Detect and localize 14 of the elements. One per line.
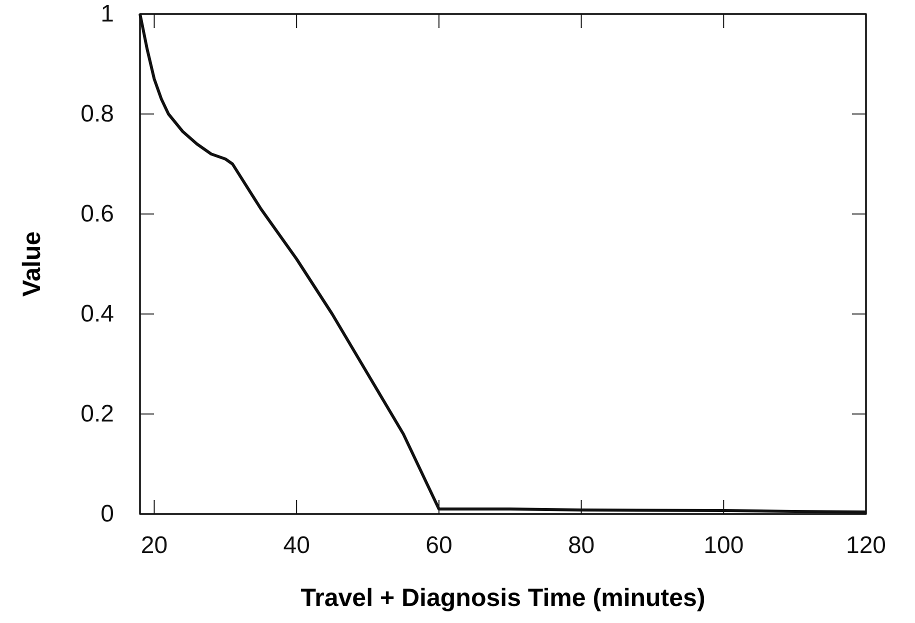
x-axis-title: Travel + Diagnosis Time (minutes) [300,584,706,612]
y-tick-label: 0 [100,500,114,528]
y-tick-label: 0.2 [80,400,114,428]
x-tick-label: 80 [568,532,595,560]
y-tick-label: 0.4 [80,300,114,328]
x-tick-label: 20 [140,532,168,560]
y-tick-label: 1 [100,0,114,28]
y-tick-label: 0.6 [80,200,114,228]
x-tick-label: 60 [426,532,452,560]
x-tick-label: 40 [283,532,310,560]
y-axis-title: Value [18,231,46,297]
y-tick-label: 0.8 [80,100,114,128]
x-tick-label: 100 [704,532,744,560]
x-tick-label: 120 [846,532,886,560]
